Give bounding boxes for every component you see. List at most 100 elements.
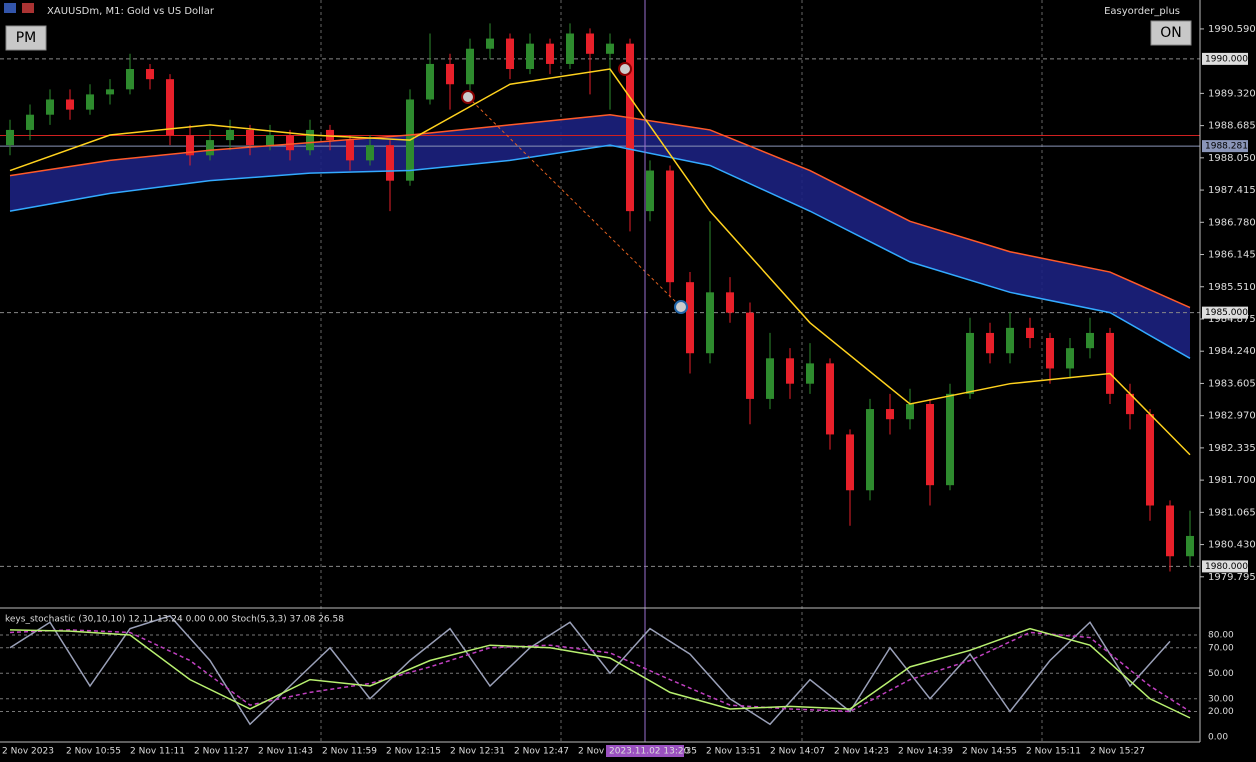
x-tick-label: 2 Nov 11:43 <box>258 747 313 757</box>
candle-body <box>726 292 734 313</box>
osc-tick-label: 50.00 <box>1208 669 1234 679</box>
candle-body <box>246 129 254 146</box>
flag-icon <box>4 3 16 13</box>
y-tick-label: 1986.780 <box>1208 217 1256 228</box>
osc-tick-label: 20.00 <box>1208 707 1234 717</box>
candle-body <box>966 332 974 394</box>
y-tick-label: 1979.795 <box>1208 572 1256 583</box>
candle-body <box>26 114 34 130</box>
candle-body <box>1186 535 1194 557</box>
y-tick-label: 1982.970 <box>1208 411 1256 422</box>
oscillator-line <box>9 615 1171 726</box>
y-tick-label: 1988.050 <box>1208 153 1256 164</box>
candle-body <box>326 129 334 141</box>
candle-body <box>1166 505 1174 557</box>
crosshair-label: 2023.11.02 13:20 <box>609 747 690 757</box>
x-tick-label: 2 Nov 10:55 <box>66 747 121 757</box>
price-level-tag <box>1202 560 1248 573</box>
y-tick-label: 1981.065 <box>1208 507 1256 518</box>
candle-body <box>186 135 194 156</box>
x-tick-label: 2 Nov 11:27 <box>194 747 249 757</box>
x-tick-label: 2 Nov 14:55 <box>962 747 1017 757</box>
y-tick-label: 1984.240 <box>1208 346 1256 357</box>
candle-body <box>846 434 854 491</box>
x-tick-label: 2 Nov 15:11 <box>1026 747 1081 757</box>
osc-tick-label: 80.00 <box>1208 631 1234 641</box>
on-button-label[interactable]: ON <box>1160 25 1182 41</box>
price-level-label: 1980.000 <box>1205 562 1248 572</box>
trade-line <box>467 96 682 308</box>
trade-marker <box>461 90 475 104</box>
candle-body <box>546 43 554 64</box>
candle-body <box>126 69 134 90</box>
candle-body <box>926 403 934 486</box>
price-level-label: 1985.000 <box>1205 308 1248 318</box>
candle-body <box>366 145 374 161</box>
x-tick-label: 2 Nov 14:07 <box>770 747 825 757</box>
candle-body <box>666 170 674 283</box>
y-tick-label: 1980.430 <box>1208 540 1256 551</box>
trade-marker <box>674 300 688 314</box>
vertical-grid <box>320 0 1043 742</box>
on-button[interactable] <box>1150 20 1192 46</box>
x-tick-label: 2 Nov 12:15 <box>386 747 441 757</box>
y-tick-label: 1981.700 <box>1208 475 1256 486</box>
candle-body <box>1026 327 1034 339</box>
y-tick-label: 1984.875 <box>1208 314 1256 325</box>
candle-body <box>526 43 534 70</box>
candle-body <box>386 145 394 181</box>
candle-body <box>606 43 614 54</box>
candle-body <box>806 363 814 384</box>
candle-body <box>646 170 654 212</box>
candle-body <box>886 409 894 420</box>
y-tick-label: 1982.335 <box>1208 443 1256 454</box>
candle-body <box>306 129 314 151</box>
candle-body <box>986 332 994 354</box>
trade-marker <box>618 62 632 76</box>
pm-button-label[interactable]: PM <box>16 30 37 46</box>
x-tick-label: 2 Nov 14:39 <box>898 747 953 757</box>
candle-body <box>1086 332 1094 349</box>
y-tick-label: 1987.415 <box>1208 185 1256 196</box>
candle-body <box>1106 332 1114 394</box>
candle-body <box>1146 414 1154 506</box>
osc-tick-label: 30.00 <box>1208 694 1234 704</box>
candle-body <box>826 363 834 435</box>
oscillator-line <box>9 629 1191 713</box>
candle-body <box>106 89 114 95</box>
candle-body <box>266 135 274 146</box>
osc-tick-label: 70.00 <box>1208 643 1234 653</box>
candle-body <box>166 79 174 136</box>
candle-body <box>346 140 354 161</box>
x-tick-label: 2 Nov <box>578 747 605 757</box>
moving-average <box>9 144 1191 359</box>
oscillator-line <box>9 627 1191 719</box>
price-level-label: 1988.281 <box>1205 142 1248 152</box>
oscillator-legend: keys_stochastic (30,10,10) 12.11 13.24 0… <box>5 615 344 625</box>
crosshair-tag <box>606 745 684 757</box>
candle-body <box>46 99 54 115</box>
candle-body <box>746 312 754 399</box>
candle-body <box>766 358 774 399</box>
x-tick-label: 2 Nov 14:23 <box>834 747 889 757</box>
y-tick-label: 1986.145 <box>1208 250 1256 261</box>
flag-icon <box>22 3 34 13</box>
candle-body <box>6 129 14 146</box>
candle-body <box>906 403 914 420</box>
y-tick-label: 1988.685 <box>1208 121 1256 132</box>
candle-body <box>86 94 94 110</box>
candle-body <box>146 69 154 80</box>
candle-body <box>866 409 874 491</box>
x-tick-label: 2 Nov 12:31 <box>450 747 505 757</box>
candle-body <box>1006 327 1014 354</box>
y-tick-label: 1989.320 <box>1208 88 1256 99</box>
x-tick-label: 2 Nov 11:59 <box>322 747 377 757</box>
x-tick-label: 2 Nov 11:11 <box>130 747 185 757</box>
candle-body <box>786 358 794 384</box>
pm-button[interactable] <box>5 25 47 51</box>
candle-body <box>566 33 574 64</box>
candle-body <box>626 43 634 212</box>
y-tick-label: 1983.605 <box>1208 378 1256 389</box>
ma-band <box>10 114 1190 359</box>
price-level-tag <box>1202 306 1248 319</box>
